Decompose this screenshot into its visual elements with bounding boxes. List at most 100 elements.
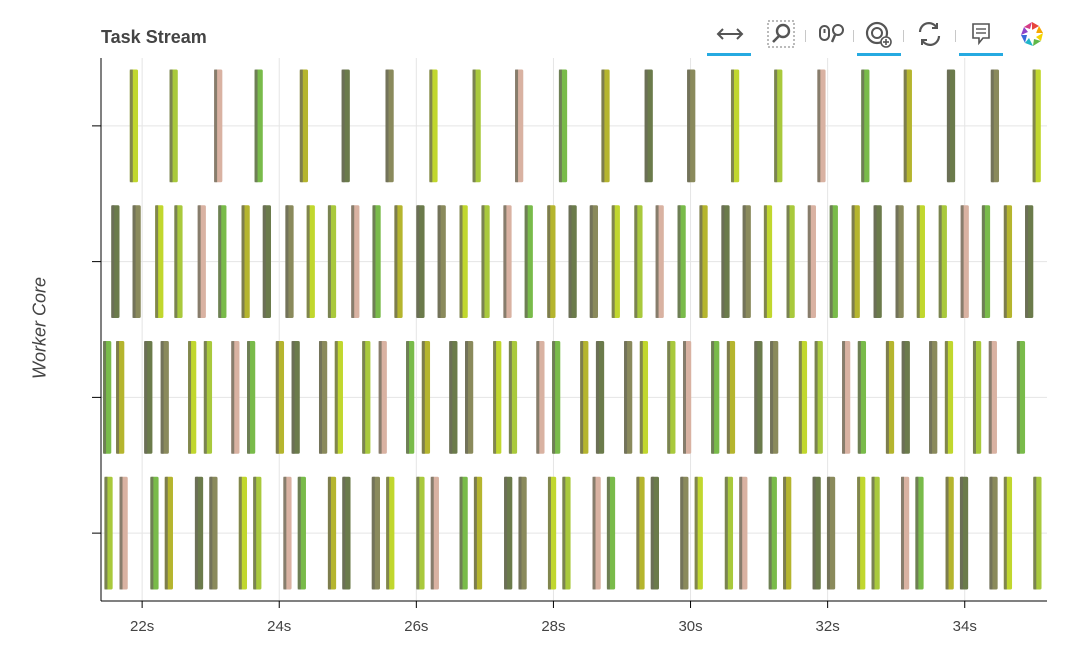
task-bar-edge bbox=[253, 476, 257, 590]
task-bar-edge bbox=[944, 341, 948, 454]
axes: 22s 24s 26s 28s 30s 32s 34s bbox=[92, 58, 1047, 635]
task-bar-edge bbox=[129, 69, 133, 183]
task-bar-edge bbox=[826, 476, 830, 590]
task-bar-edge bbox=[155, 205, 159, 318]
task-bar-edge bbox=[558, 69, 562, 183]
task-bar-edge bbox=[164, 476, 168, 590]
task-bars bbox=[103, 69, 1042, 590]
task-bar-edge bbox=[394, 205, 398, 318]
x-tick-label: 30s bbox=[678, 618, 702, 635]
wheel-zoom-tool-button[interactable] bbox=[807, 12, 855, 56]
task-bar-edge bbox=[644, 69, 648, 183]
toolbar-separator bbox=[903, 30, 904, 42]
task-bar-edge bbox=[721, 205, 725, 318]
task-bar-edge bbox=[655, 205, 659, 318]
task-bar-edge bbox=[901, 341, 905, 454]
task-bar-edge bbox=[371, 476, 375, 590]
task-bar-edge bbox=[786, 205, 790, 318]
task-bar-edge bbox=[938, 205, 942, 318]
task-bar-edge bbox=[416, 476, 420, 590]
task-bar-edge bbox=[783, 476, 787, 590]
task-bar-edge bbox=[473, 476, 477, 590]
toolbar-separator bbox=[853, 30, 854, 42]
task-bar-edge bbox=[459, 476, 463, 590]
task-bar-edge bbox=[508, 341, 512, 454]
task-bar-edge bbox=[231, 341, 235, 454]
task-bar-edge bbox=[503, 205, 507, 318]
zoom-in-tool-button[interactable] bbox=[855, 12, 903, 56]
task-bar-edge bbox=[929, 341, 933, 454]
task-bar-edge bbox=[327, 205, 331, 318]
task-bar-edge bbox=[285, 205, 289, 318]
task-bar-edge bbox=[472, 69, 476, 183]
x-tick-label: 28s bbox=[541, 618, 565, 635]
wheel-zoom-icon bbox=[819, 24, 844, 43]
xpan-tool-button[interactable] bbox=[705, 12, 753, 56]
task-bar-edge bbox=[203, 341, 207, 454]
task-bar-edge bbox=[449, 341, 453, 454]
task-bar-edge bbox=[103, 341, 107, 454]
task-bar-edge bbox=[1032, 69, 1036, 183]
task-bar-edge bbox=[768, 476, 772, 590]
task-bar-edge bbox=[763, 205, 767, 318]
task-bar-edge bbox=[857, 341, 861, 454]
task-bar-edge bbox=[116, 341, 120, 454]
task-bar-edge bbox=[160, 341, 164, 454]
task-bar-edge bbox=[132, 205, 136, 318]
task-bar-edge bbox=[283, 476, 287, 590]
task-bar-edge bbox=[144, 341, 148, 454]
task-bar-edge bbox=[842, 341, 846, 454]
task-bar-edge bbox=[209, 476, 213, 590]
task-bar-edge bbox=[742, 205, 746, 318]
task-bar-edge bbox=[1033, 476, 1037, 590]
task-bar-edge bbox=[981, 205, 985, 318]
hover-tool-button[interactable] bbox=[957, 12, 1005, 56]
task-bar-edge bbox=[829, 205, 833, 318]
toolbar-separator bbox=[955, 30, 956, 42]
reset-icon bbox=[918, 22, 941, 46]
task-bar-edge bbox=[873, 205, 877, 318]
box-zoom-tool-button[interactable] bbox=[757, 12, 805, 56]
task-bar-edge bbox=[568, 205, 572, 318]
task-bar-edge bbox=[726, 341, 730, 454]
task-bar-edge bbox=[218, 205, 222, 318]
task-bar-edge bbox=[429, 69, 433, 183]
reset-tool-button[interactable] bbox=[905, 12, 953, 56]
task-bar-edge bbox=[386, 476, 390, 590]
task-bar-edge bbox=[960, 205, 964, 318]
task-bar-edge bbox=[990, 69, 994, 183]
task-bar-edge bbox=[291, 341, 295, 454]
task-bar-edge bbox=[989, 476, 993, 590]
task-bar-edge bbox=[547, 205, 551, 318]
task-bar-edge bbox=[903, 69, 907, 183]
task-bar-edge bbox=[730, 69, 734, 183]
task-bar-edge bbox=[945, 476, 949, 590]
task-bar-edge bbox=[241, 205, 245, 318]
task-bar-edge bbox=[739, 476, 743, 590]
task-bar-edge bbox=[430, 476, 434, 590]
task-bar-edge bbox=[536, 341, 540, 454]
task-bar-edge bbox=[650, 476, 654, 590]
task-bar-edge bbox=[589, 205, 593, 318]
task-bar-edge bbox=[814, 341, 818, 454]
bokeh-logo-link[interactable] bbox=[1007, 12, 1055, 56]
task-bar-edge bbox=[595, 341, 599, 454]
task-bar-edge bbox=[724, 476, 728, 590]
task-bar-edge bbox=[807, 205, 811, 318]
task-bar-edge bbox=[680, 476, 684, 590]
task-bar-edge bbox=[916, 205, 920, 318]
task-bar-edge bbox=[406, 341, 410, 454]
task-bar-edge bbox=[580, 341, 584, 454]
task-bar-edge bbox=[437, 205, 441, 318]
task-bar-edge bbox=[238, 476, 242, 590]
task-bar-edge bbox=[119, 476, 123, 590]
task-bar-edge bbox=[915, 476, 919, 590]
task-bar-edge bbox=[341, 69, 345, 183]
task-bar-edge bbox=[817, 69, 821, 183]
task-bar-edge bbox=[857, 476, 861, 590]
task-bar-edge bbox=[699, 205, 703, 318]
box-zoom-icon bbox=[767, 20, 795, 48]
task-bar-edge bbox=[547, 476, 551, 590]
task-bar-edge bbox=[1003, 205, 1007, 318]
